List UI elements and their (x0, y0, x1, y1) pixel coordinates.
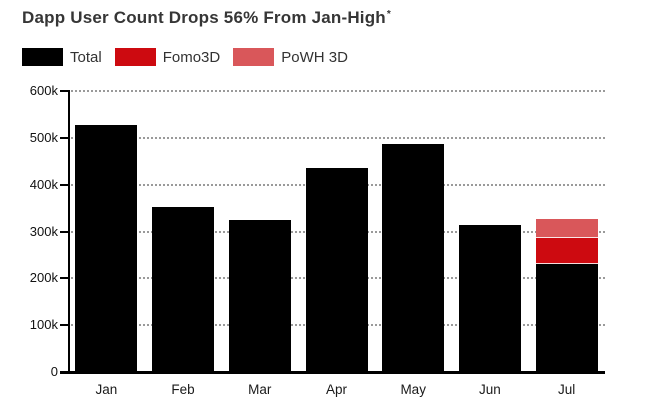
x-tick-label-may: May (400, 382, 426, 397)
y-axis-tick (60, 277, 68, 280)
legend-label: Total (70, 48, 102, 66)
gridline-600k (68, 90, 605, 92)
x-tick-label-mar: Mar (248, 382, 272, 397)
y-axis-tick (60, 230, 68, 233)
y-axis-tick (60, 324, 68, 327)
y-tick-label-600k: 600k (29, 83, 58, 98)
x-tick-label-jan: Jan (95, 382, 118, 397)
legend-label: PoWH 3D (281, 48, 348, 66)
bar-mar-total[interactable] (228, 219, 291, 372)
bar-jun-total[interactable] (458, 224, 521, 372)
y-tick-label-0: 0 (50, 364, 58, 379)
y-tick-label-300k: 300k (29, 223, 58, 239)
y-axis-tick (60, 136, 68, 139)
chart-title: Dapp User Count Drops 56% From Jan-High* (22, 8, 391, 28)
gridline-500k (68, 136, 605, 139)
y-tick-label-200k: 200k (29, 270, 58, 286)
legend-item-powh-3d[interactable]: PoWH 3D (233, 48, 348, 66)
y-tick-label-500k: 500k (29, 129, 58, 145)
legend-item-fomo3d[interactable]: Fomo3D (114, 48, 221, 66)
legend: Total Fomo3D PoWH 3D (22, 48, 361, 66)
footnote-marker: * (386, 9, 391, 20)
x-tick-label-apr: Apr (325, 382, 347, 397)
x-tick-label-jun: Jun (479, 382, 501, 397)
bar-jan-total[interactable] (75, 125, 138, 372)
legend-label: Fomo3D (162, 48, 221, 66)
legend-swatch (114, 48, 156, 66)
x-tick-label-feb: Feb (171, 382, 195, 397)
bar-may-total[interactable] (382, 143, 445, 372)
x-tick-label-jul: Jul (558, 382, 576, 397)
bar-jul-total[interactable] (535, 263, 598, 372)
bar-feb-total[interactable] (152, 206, 215, 372)
y-axis-line (68, 90, 70, 372)
legend-swatch (233, 48, 275, 66)
legend-swatch (22, 48, 63, 66)
chart-title-text: Dapp User Count Drops 56% From Jan-High (22, 8, 386, 27)
y-axis-tick (60, 90, 68, 92)
bar-apr-total[interactable] (305, 167, 368, 372)
y-tick-label-400k: 400k (29, 176, 58, 192)
legend-item-total[interactable]: Total (22, 48, 102, 66)
y-tick-label-100k: 100k (29, 317, 58, 333)
x-axis-line (60, 371, 605, 374)
y-axis-tick (60, 183, 68, 186)
bar-jul-fomo3d[interactable] (535, 238, 598, 264)
bar-jul-powh-3d[interactable] (535, 218, 598, 239)
